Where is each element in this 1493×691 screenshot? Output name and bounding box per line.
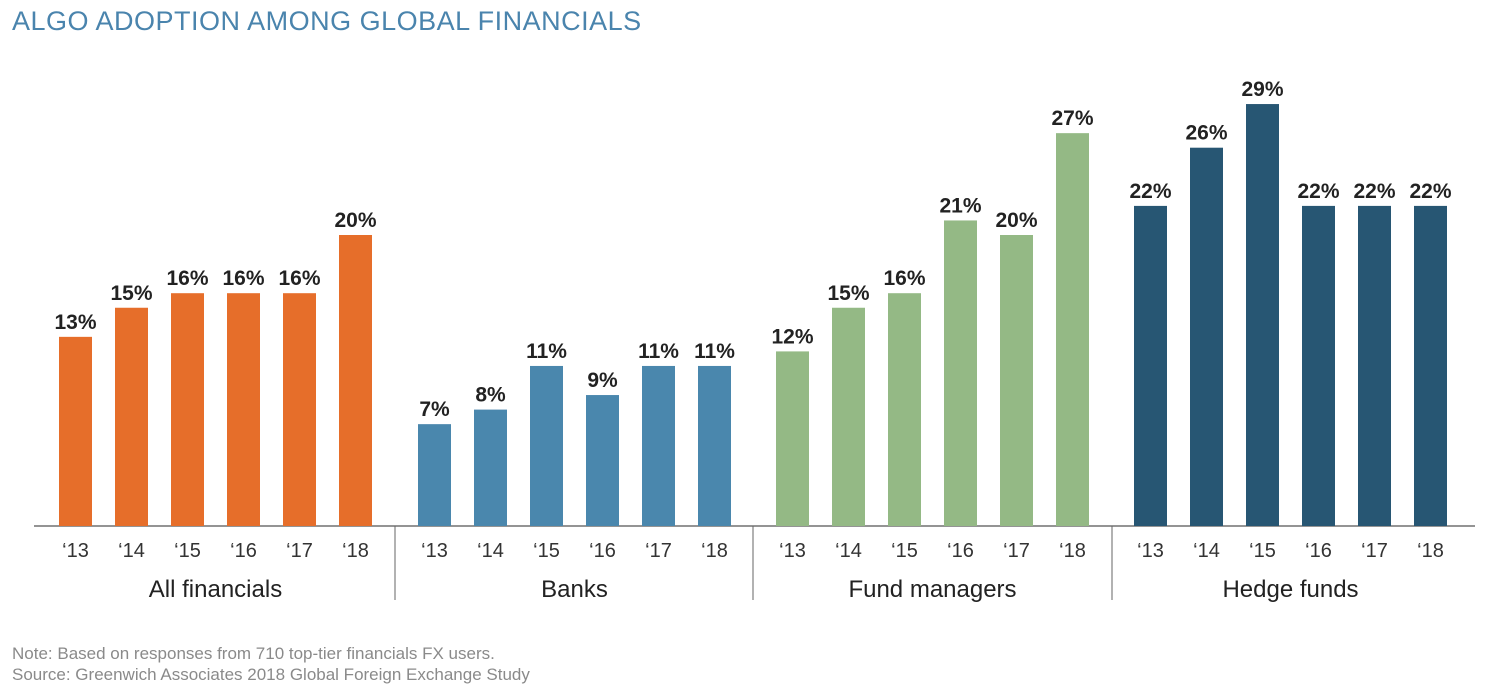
chart-title: ALGO ADOPTION AMONG GLOBAL FINANCIALS: [12, 6, 642, 36]
group-label: Banks: [541, 576, 608, 603]
bar: [1246, 104, 1279, 527]
x-tick-label: ‘15: [533, 540, 560, 562]
data-label: 11%: [694, 340, 735, 363]
data-label: 13%: [54, 311, 96, 334]
bar: [418, 424, 451, 526]
x-tick-label: ‘16: [230, 540, 257, 562]
x-tick-label: ‘14: [835, 540, 862, 562]
bar: [59, 336, 92, 526]
data-label: 22%: [1353, 180, 1395, 203]
bar: [1056, 133, 1089, 526]
chart-source: Source: Greenwich Associates 2018 Global…: [12, 665, 530, 684]
bar: [171, 293, 204, 526]
group-label: All financials: [149, 576, 282, 603]
x-tick-label: ‘16: [1305, 540, 1332, 562]
x-tick-label: ‘16: [589, 540, 616, 562]
x-tick-label: ‘15: [174, 540, 201, 562]
data-label: 15%: [827, 282, 869, 305]
bar: [1358, 205, 1391, 526]
data-label: 16%: [883, 267, 925, 290]
x-tick-label: ‘17: [1361, 540, 1388, 562]
data-label: 20%: [334, 209, 376, 232]
bar: [474, 409, 507, 526]
x-tick-label: ‘14: [1193, 540, 1220, 562]
bar: [1414, 205, 1447, 526]
chart-note: Note: Based on responses from 710 top-ti…: [12, 644, 495, 663]
data-label: 22%: [1297, 180, 1339, 203]
bar: [115, 307, 148, 526]
data-label: 27%: [1051, 107, 1093, 130]
bar: [888, 293, 921, 526]
data-label: 16%: [278, 267, 320, 290]
bar: [642, 365, 675, 526]
bar: [530, 365, 563, 526]
data-label: 26%: [1185, 122, 1227, 145]
bar: [1302, 205, 1335, 526]
data-label: 15%: [110, 282, 152, 305]
data-label: 8%: [475, 384, 506, 407]
group-label: Fund managers: [848, 576, 1016, 603]
x-tick-label: ‘15: [891, 540, 918, 562]
data-label: 22%: [1409, 180, 1451, 203]
data-label: 16%: [222, 267, 264, 290]
x-tick-label: ‘18: [342, 540, 369, 562]
x-tick-label: ‘16: [947, 540, 974, 562]
x-tick-label: ‘18: [701, 540, 728, 562]
x-tick-label: ‘13: [1137, 540, 1164, 562]
x-tick-label: ‘13: [421, 540, 448, 562]
x-tick-label: ‘17: [645, 540, 672, 562]
bar: [1190, 147, 1223, 526]
bar: [227, 293, 260, 526]
bar: [776, 351, 809, 526]
x-tick-label: ‘18: [1417, 540, 1444, 562]
bar: [283, 293, 316, 526]
bar: [698, 365, 731, 526]
data-label: 21%: [939, 194, 981, 217]
bar: [1134, 205, 1167, 526]
bar: [339, 235, 372, 526]
x-tick-label: ‘17: [1003, 540, 1030, 562]
data-label: 11%: [526, 340, 567, 363]
x-tick-label: ‘14: [477, 540, 504, 562]
bar: [1000, 235, 1033, 526]
data-label: 22%: [1129, 180, 1171, 203]
x-tick-label: ‘13: [779, 540, 806, 562]
group-label: Hedge funds: [1222, 576, 1358, 603]
data-label: 9%: [587, 369, 618, 392]
x-tick-label: ‘14: [118, 540, 145, 562]
data-label: 11%: [638, 340, 679, 363]
data-label: 12%: [771, 325, 813, 348]
data-label: 20%: [995, 209, 1037, 232]
bar: [832, 307, 865, 526]
data-label: 16%: [166, 267, 208, 290]
x-tick-label: ‘18: [1059, 540, 1086, 562]
bar: [944, 220, 977, 526]
data-label: 7%: [419, 398, 450, 421]
data-label: 29%: [1241, 78, 1283, 101]
bar: [586, 395, 619, 526]
x-tick-label: ‘15: [1249, 540, 1276, 562]
x-tick-label: ‘13: [62, 540, 89, 562]
x-tick-label: ‘17: [286, 540, 313, 562]
